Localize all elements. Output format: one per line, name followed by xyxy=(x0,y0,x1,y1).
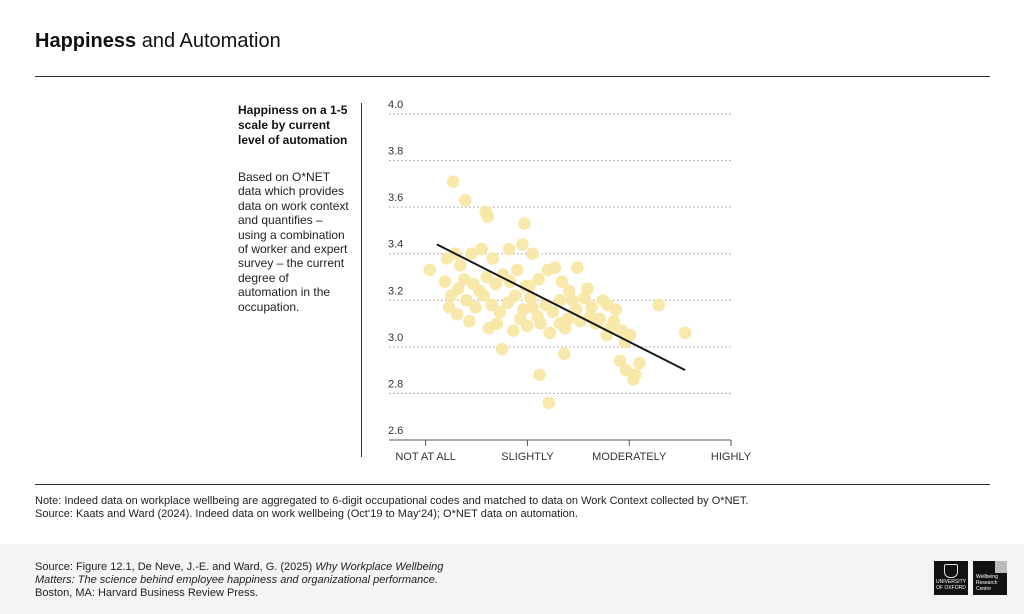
scatter-point xyxy=(508,289,522,302)
scatter-point xyxy=(465,247,478,261)
note-line-2: Source: Kaats and Ward (2024). Indeed da… xyxy=(35,508,578,520)
y-tick-label: 3.4 xyxy=(388,239,403,251)
scatter-point xyxy=(489,277,503,291)
scatter-point xyxy=(423,263,437,277)
scatter-point xyxy=(495,342,509,356)
scatter-point xyxy=(542,396,556,410)
scatter-point xyxy=(526,300,539,314)
scatter-point xyxy=(510,263,524,277)
chart-description: Based on O*NET data which provides data … xyxy=(238,170,349,314)
wrc-logo-text: Wellbeing Research Centre xyxy=(976,574,998,592)
scatter-point xyxy=(534,317,547,330)
chart-note: Note: Indeed data on workplace wellbeing… xyxy=(35,495,748,521)
scatter-point xyxy=(450,307,464,321)
vertical-divider xyxy=(361,103,362,457)
bottom-divider xyxy=(35,484,990,485)
scatter-point xyxy=(543,326,557,340)
scatter-point xyxy=(459,193,472,207)
scatter-point xyxy=(518,217,531,230)
scatter-point xyxy=(451,282,465,295)
scatter-point xyxy=(514,312,527,326)
scatter-point xyxy=(438,275,452,288)
title-rest: and Automation xyxy=(136,30,281,52)
y-tick-label: 3.2 xyxy=(388,285,403,297)
chart-card: Happiness and Automation Happiness on a … xyxy=(0,0,1024,544)
scatter-point xyxy=(553,293,567,307)
wellbeing-research-centre-logo: Wellbeing Research Centre xyxy=(973,561,1007,595)
trend-line xyxy=(436,243,686,372)
scatter-point xyxy=(555,275,569,288)
scatter-point xyxy=(460,293,473,307)
y-tick-label: 3.6 xyxy=(388,192,403,204)
citation-prefix: Source: Figure 12.1, De Neve, J.-E. and … xyxy=(35,561,316,573)
title-bold: Happiness xyxy=(35,30,137,52)
scatter-point xyxy=(493,305,507,319)
y-tick-label: 2.6 xyxy=(388,425,403,437)
scatter-point xyxy=(477,289,490,302)
y-tick-label: 2.8 xyxy=(388,378,403,390)
scatter-point xyxy=(652,298,666,312)
scatter-point xyxy=(557,347,571,361)
x-tick-label: NOT AT ALL xyxy=(395,451,456,463)
scatter-point xyxy=(516,238,529,251)
scatter-point xyxy=(446,175,460,188)
scatter-point xyxy=(463,314,476,328)
y-tick-label: 4.0 xyxy=(388,99,403,111)
top-divider xyxy=(35,76,990,77)
scatter-point xyxy=(613,354,627,368)
footer-citation: Source: Figure 12.1, De Neve, J.-E. and … xyxy=(35,561,455,600)
scatter-point xyxy=(553,317,567,330)
scatter-chart: 2.6 2.8 3.0 3.2 3.4 3.6 3.8 4.0 NOT AT ALL SLIGHT… xyxy=(388,99,752,463)
scatter-point xyxy=(581,282,594,295)
scatter-point xyxy=(475,242,488,256)
chart-subtitle: Happiness on a 1-5 scale by current leve… xyxy=(238,103,348,147)
scatter-point xyxy=(532,273,545,286)
scatter-point xyxy=(481,210,495,223)
scatter-point xyxy=(629,368,642,382)
x-tick-label: MODERATELY xyxy=(592,451,667,463)
note-line-1: Note: Indeed data on workplace wellbeing… xyxy=(35,495,749,507)
scatter-point xyxy=(571,261,584,274)
scatter-point xyxy=(453,259,467,272)
oxford-logo: UNIVERSITY OF OXFORD xyxy=(934,561,968,595)
scatter-point xyxy=(519,280,532,293)
y-tick-label: 3.8 xyxy=(388,146,403,158)
scatter-point xyxy=(486,252,500,265)
wrc-corner-icon xyxy=(995,561,1007,573)
scatter-point xyxy=(506,324,520,337)
scatter-point xyxy=(526,247,539,261)
oxford-crest-icon xyxy=(944,564,958,578)
oxford-logo-text: UNIVERSITY OF OXFORD xyxy=(935,579,966,591)
scatter-point xyxy=(565,293,579,307)
citation-book-title: Why Workplace Wellbeing Matters: The sci… xyxy=(35,561,444,586)
scatter-point xyxy=(548,261,562,274)
citation-suffix: Boston, MA: Harvard Business Review Pres… xyxy=(35,587,259,599)
scatter-point xyxy=(609,303,623,316)
scatter-point xyxy=(633,356,646,370)
scatter-point xyxy=(585,300,598,314)
scatter-point xyxy=(596,293,610,307)
scatter-point xyxy=(546,305,560,319)
scatter-point xyxy=(502,242,516,256)
scatter-point xyxy=(533,368,546,382)
page-title: Happiness and Automation xyxy=(35,30,281,53)
x-tick-label: SLIGHTLY xyxy=(501,451,554,463)
scatter-point xyxy=(480,270,494,284)
x-tick-label: HIGHLY xyxy=(711,451,752,463)
y-tick-label: 3.0 xyxy=(388,332,403,344)
scatter-point xyxy=(678,326,692,340)
scatter-point xyxy=(490,317,504,330)
scatter-point xyxy=(469,300,482,314)
